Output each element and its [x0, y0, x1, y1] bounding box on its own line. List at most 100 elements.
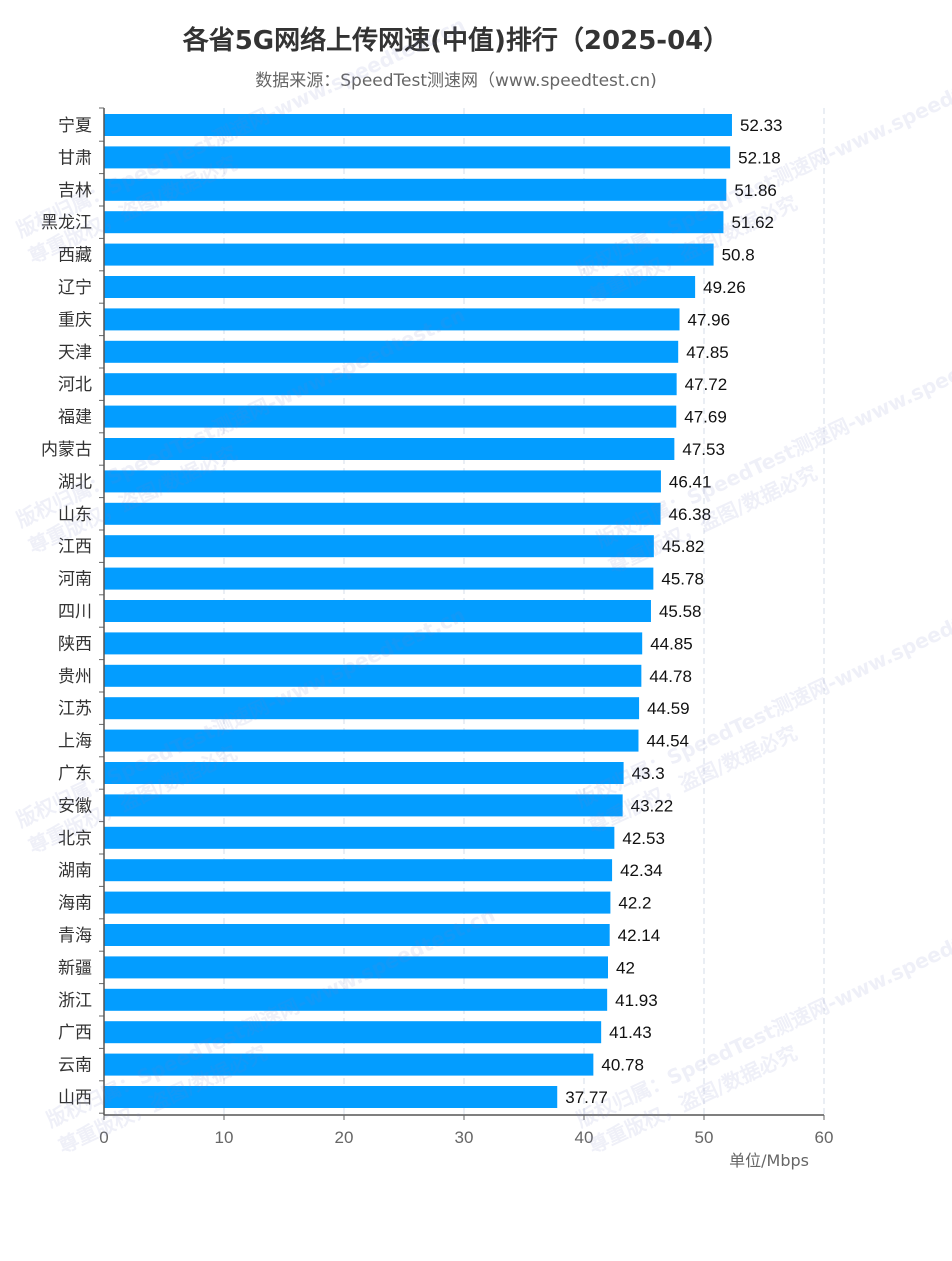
category-label: 黑龙江 — [41, 213, 92, 233]
bar — [104, 1021, 602, 1044]
bar — [104, 924, 610, 946]
value-label: 45.58 — [659, 602, 702, 621]
value-label: 43.22 — [631, 796, 674, 815]
category-label: 福建 — [58, 408, 92, 428]
bar — [104, 178, 727, 201]
bar — [104, 956, 608, 979]
bar — [104, 891, 611, 914]
x-tick-label: 40 — [575, 1128, 594, 1147]
bar — [104, 502, 661, 525]
value-label: 49.26 — [703, 278, 746, 297]
value-label: 45.82 — [662, 537, 705, 556]
value-label: 47.96 — [688, 310, 731, 329]
bar — [104, 146, 731, 169]
value-label: 44.78 — [649, 667, 692, 686]
bar — [104, 470, 661, 493]
bar — [104, 988, 608, 1011]
value-label: 43.3 — [632, 764, 665, 783]
value-label: 52.18 — [738, 148, 781, 167]
category-label: 湖南 — [58, 861, 92, 881]
category-label: 江苏 — [58, 699, 92, 719]
category-label: 江西 — [58, 537, 92, 557]
x-tick-label: 0 — [99, 1128, 108, 1147]
category-label: 浙江 — [58, 991, 92, 1011]
x-tick-label: 60 — [815, 1128, 834, 1147]
value-label: 44.59 — [647, 699, 690, 718]
value-label: 46.38 — [669, 505, 712, 524]
value-label: 42.53 — [622, 829, 665, 848]
value-label: 47.85 — [686, 343, 729, 362]
category-label: 重庆 — [58, 310, 92, 330]
category-label: 吉林 — [58, 181, 92, 201]
chart-subtitle: 数据来源：SpeedTest测速网（www.speedtest.cn) — [255, 71, 657, 91]
bar — [104, 405, 677, 428]
category-label: 广西 — [58, 1023, 92, 1043]
category-label: 四川 — [58, 602, 92, 622]
value-label: 51.62 — [731, 213, 774, 232]
bar — [104, 826, 615, 849]
chart-title: 各省5G网络上传网速(中值)排行（2025-04） — [182, 26, 730, 56]
value-label: 37.77 — [565, 1088, 608, 1107]
value-label: 42 — [616, 958, 635, 977]
bar — [104, 697, 640, 720]
category-label: 青海 — [58, 926, 92, 946]
bar — [104, 1086, 558, 1108]
x-tick-label: 50 — [695, 1128, 714, 1147]
bars — [104, 114, 732, 1108]
value-label: 40.78 — [601, 1056, 644, 1075]
bar — [104, 600, 651, 622]
category-label: 甘肃 — [58, 148, 92, 168]
category-label: 贵州 — [58, 667, 92, 687]
value-label: 44.54 — [646, 732, 689, 751]
category-label: 内蒙古 — [41, 440, 92, 460]
axes — [99, 107, 825, 1120]
category-label: 宁夏 — [58, 116, 92, 136]
category-label: 新疆 — [58, 958, 92, 978]
bar — [104, 308, 680, 331]
category-label: 天津 — [58, 343, 92, 363]
value-label: 47.69 — [684, 408, 727, 427]
bar — [104, 567, 654, 590]
value-label: 42.2 — [618, 894, 651, 913]
value-label: 47.53 — [682, 440, 725, 459]
category-label: 湖北 — [58, 472, 92, 492]
category-label: 安徽 — [58, 796, 92, 816]
value-label: 44.85 — [650, 634, 693, 653]
category-label: 山西 — [58, 1088, 92, 1108]
bar — [104, 373, 677, 396]
bar — [104, 276, 696, 298]
bar — [104, 794, 623, 817]
value-label: 41.43 — [609, 1023, 652, 1042]
category-label: 辽宁 — [58, 278, 92, 298]
bar — [104, 243, 714, 266]
category-label: 上海 — [58, 732, 92, 752]
category-label: 河南 — [58, 570, 92, 590]
value-label: 41.93 — [615, 991, 658, 1010]
bar — [104, 340, 679, 363]
value-label: 50.8 — [722, 246, 755, 265]
category-label: 河北 — [58, 375, 92, 395]
category-label: 云南 — [58, 1056, 92, 1076]
bar — [104, 438, 675, 460]
labels: 宁夏 52.33 甘肃 52.18 吉林 51.86 黑龙江 51.62 西藏 50.8 辽宁 49.… — [41, 116, 833, 1170]
value-label: 42.14 — [618, 926, 661, 945]
value-label: 42.34 — [620, 861, 663, 880]
category-label: 西藏 — [58, 246, 92, 266]
category-label: 北京 — [58, 829, 92, 849]
value-label: 47.72 — [685, 375, 728, 394]
category-label: 陕西 — [58, 634, 92, 654]
bar — [104, 632, 643, 655]
bar — [104, 859, 613, 882]
bar — [104, 729, 639, 752]
category-label: 海南 — [58, 894, 92, 914]
bar — [104, 1053, 594, 1076]
x-tick-label: 20 — [335, 1128, 354, 1147]
category-label: 山东 — [58, 505, 92, 525]
x-tick-label: 30 — [455, 1128, 474, 1147]
x-tick-label: 10 — [215, 1128, 234, 1147]
bar — [104, 114, 732, 136]
value-label: 46.41 — [669, 472, 712, 491]
bar — [104, 762, 624, 784]
bar — [104, 211, 724, 234]
